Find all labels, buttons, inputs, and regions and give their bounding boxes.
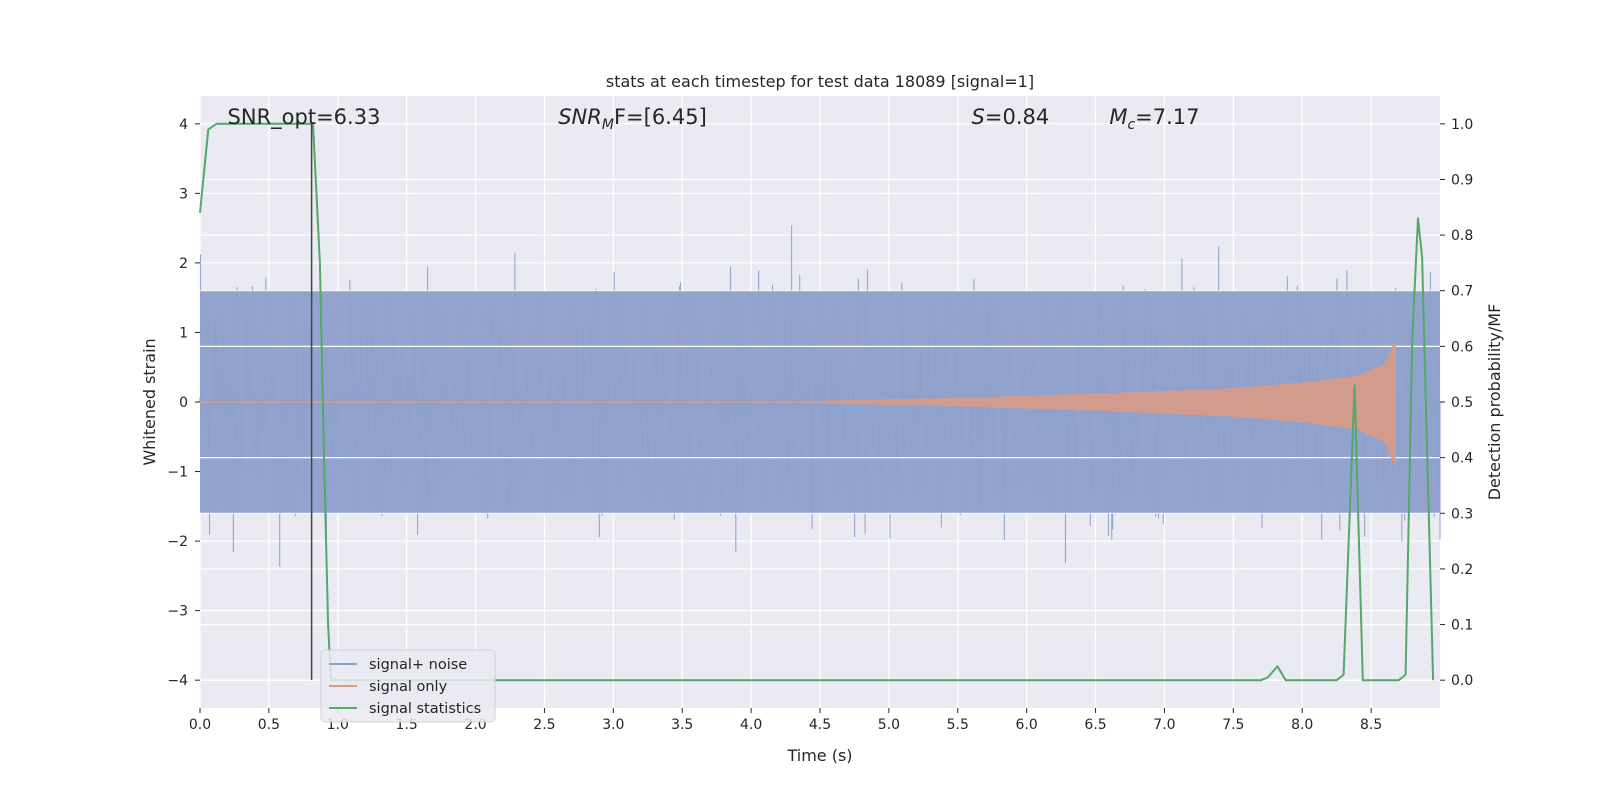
legend-box [320,649,496,723]
yr-tick-label-2: 0.2 [1451,562,1473,578]
yr-tick-label-6: 0.6 [1451,339,1473,355]
signal-envelope [820,342,1396,465]
x-tick-label-13: 6.5 [1084,717,1106,733]
legend-label-2: signal statistics [369,701,481,717]
x-tick-label-7: 3.5 [671,717,693,733]
legend-label-0: signal+ noise [369,657,467,673]
series-signal-only [200,342,1396,465]
yl-tick-label-7: 3 [179,186,188,202]
series-signal-statistics [199,122,1435,682]
yr-tick-label-8: 0.8 [1451,228,1473,244]
chart-title: stats at each timestep for test data 180… [606,72,1034,91]
x-tick-label-16: 8.0 [1291,717,1313,733]
annotations: SNR_opt=6.33 SNRMF=[6.45] S=0.84 Mc=7.17 [228,105,1200,133]
annotation-snr-mf: SNRMF=[6.45] [558,105,707,133]
x-tick-label-17: 8.5 [1360,717,1382,733]
x-tick-label-9: 4.5 [809,717,831,733]
yr-tick-label-10: 1.0 [1451,117,1473,133]
yr-tick-label-5: 0.5 [1451,395,1473,411]
yl-tick-label-4: 0 [179,395,188,411]
annotation-snr-opt: SNR_opt=6.33 [228,105,381,130]
annotation-mc: Mc=7.17 [1109,105,1199,133]
yr-tick-label-0: 0.0 [1451,673,1473,689]
y-axis-left-label: Whitened strain [140,338,159,465]
annotation-s-stat: S=0.84 [972,105,1050,129]
yl-tick-label-8: 4 [179,117,188,133]
yr-tick-label-3: 0.3 [1451,506,1473,522]
x-tick-label-8: 4.0 [740,717,762,733]
yl-tick-label-6: 2 [179,256,188,272]
x-tick-label-0: 0.0 [189,717,211,733]
x-tick-label-1: 0.5 [258,717,280,733]
y-axis-right-label: Detection probability/MF [1485,304,1504,501]
y-axis-left-ticks: −4 −3 −2 −1 0 1 2 3 4 [167,117,200,689]
x-tick-label-10: 5.0 [878,717,900,733]
x-tick-label-14: 7.0 [1153,717,1175,733]
yr-tick-label-9: 0.9 [1451,172,1473,188]
x-tick-label-6: 3.0 [602,717,624,733]
yl-tick-label-2: −2 [167,534,188,550]
yr-tick-label-7: 0.7 [1451,284,1473,300]
yl-tick-label-0: −4 [167,673,188,689]
legend: signal+ noise signal only signal statistic… [320,649,496,723]
x-tick-label-5: 2.5 [533,717,555,733]
yr-tick-label-1: 0.1 [1451,618,1473,634]
x-axis-label: Time (s) [786,746,852,765]
y-axis-right-ticks: 0.0 0.1 0.2 0.3 0.4 0.5 0.6 0.7 0.8 0.9 1.0 [1440,117,1473,689]
stats-line [199,122,1435,682]
x-tick-label-12: 6.0 [1016,717,1038,733]
legend-label-1: signal only [369,679,448,695]
x-tick-label-11: 5.5 [947,717,969,733]
yl-tick-label-5: 1 [179,325,188,341]
yl-tick-label-3: −1 [167,465,188,481]
x-axis-ticks: 0.0 0.5 1.0 1.5 2.0 2.5 3.0 3.5 4.0 4.5 5.0 5.5 6.0 6… [189,708,1382,733]
yr-tick-label-4: 0.4 [1451,451,1473,467]
x-tick-label-15: 7.5 [1222,717,1244,733]
yl-tick-label-1: −3 [167,604,188,620]
